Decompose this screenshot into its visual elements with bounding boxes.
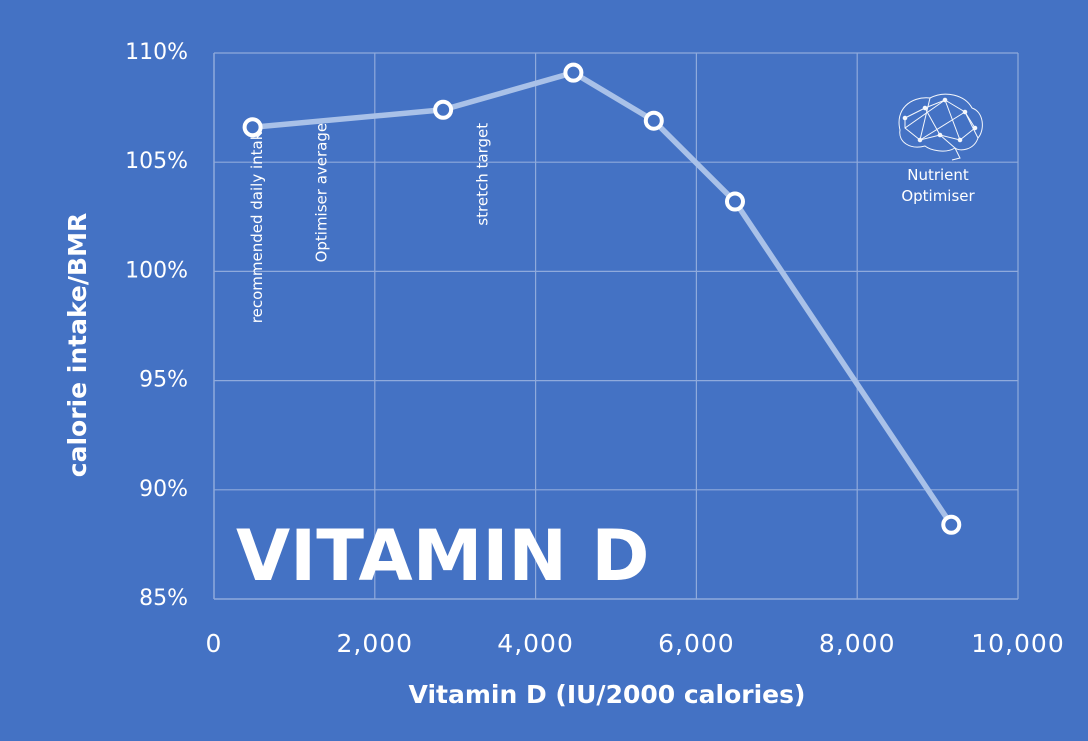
x-tick-label: 6,000: [658, 629, 735, 658]
brand-name-line2: Optimiser: [901, 187, 975, 205]
annotations: recommended daily intake Optimiser averag…: [248, 123, 491, 323]
data-point: [941, 514, 962, 535]
brand-logo: Nutrient Optimiser: [898, 93, 983, 205]
data-point: [563, 62, 584, 83]
brain-network-icon: [898, 93, 983, 161]
x-tick-label: 8,000: [819, 629, 896, 658]
series-line: [249, 69, 955, 528]
x-tick-labels: 0 2,000 4,000 6,000 8,000 10,000: [206, 629, 1064, 658]
data-point: [643, 110, 664, 131]
y-tick-label: 90%: [139, 477, 188, 502]
brand-name-line1: Nutrient: [907, 166, 969, 184]
data-point: [433, 99, 454, 120]
x-tick-label: 2,000: [337, 629, 414, 658]
x-tick-label: 0: [206, 629, 223, 658]
annotation-label: recommended daily intake: [248, 123, 266, 323]
data-point: [242, 117, 263, 138]
y-tick-label: 100%: [125, 258, 188, 283]
y-tick-label: 95%: [139, 368, 188, 393]
x-tick-label: 4,000: [497, 629, 574, 658]
y-axis-label: calorie intake/BMR: [63, 213, 92, 477]
x-axis-label: Vitamin D (IU/2000 calories): [409, 680, 806, 709]
y-tick-labels: 85% 90% 95% 100% 105% 110%: [125, 40, 188, 611]
y-tick-label: 105%: [125, 149, 188, 174]
grid: [214, 52, 1019, 599]
y-tick-label: 85%: [139, 586, 188, 611]
x-tick-label: 10,000: [971, 629, 1064, 658]
annotation-label: stretch target: [473, 123, 491, 226]
annotation-label: Optimiser average: [313, 123, 331, 263]
data-point: [724, 191, 745, 212]
y-tick-label: 110%: [125, 40, 188, 65]
axes: [213, 53, 1018, 600]
series: [242, 62, 962, 535]
chart-title: VITAMIN D: [236, 515, 649, 597]
